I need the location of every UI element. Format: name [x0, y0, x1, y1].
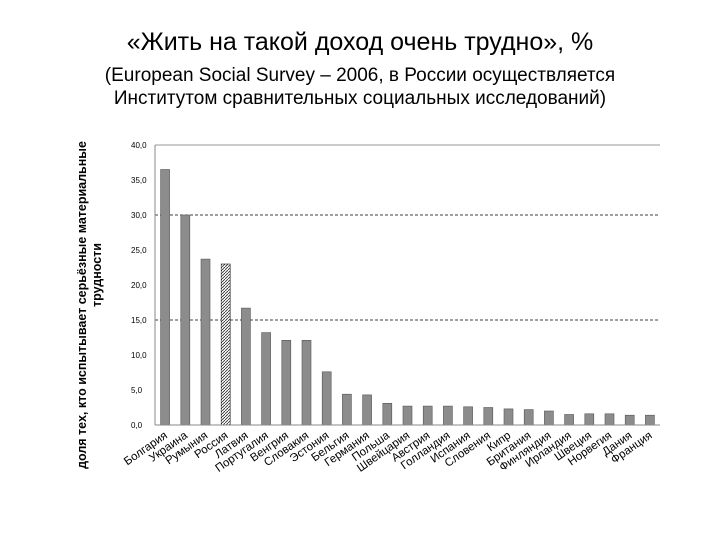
y-tick-label: 20,0 [131, 281, 147, 290]
bar-1 [180, 214, 191, 426]
y-tick-label: 0,0 [131, 421, 143, 430]
y-tick-labels: 0,0 5,0 10,0 15,0 20,0 25,0 30,0 35,0 40,0 [131, 141, 147, 430]
y-tick-label: 40,0 [131, 141, 147, 150]
bar-6 [281, 339, 292, 426]
bar-4 [241, 307, 251, 426]
y-tick-label: 35,0 [131, 176, 147, 185]
gridlines [155, 144, 660, 321]
y-tick-label: 15,0 [131, 316, 147, 325]
bar-16 [483, 407, 494, 426]
bar-10 [362, 394, 372, 426]
bar-11 [382, 402, 393, 426]
bar-13 [422, 405, 433, 426]
axes [154, 145, 660, 426]
bar-22 [604, 413, 615, 426]
bar-5 [261, 332, 271, 426]
subtitle-line-2: Институтом сравнительных социальных иссл… [113, 88, 607, 109]
y-tick-label: 5,0 [131, 386, 143, 395]
bar-3 [220, 263, 231, 426]
y-tick-label: 30,0 [131, 211, 147, 220]
bar-8 [321, 371, 332, 426]
y-axis-label-line-1: доля тех, кто испытывает серьёзные матер… [75, 141, 89, 469]
bar-19 [544, 410, 554, 426]
bar-12 [402, 405, 413, 426]
bar-18 [523, 409, 534, 426]
bar-0 [160, 169, 170, 426]
subtitle-line-1: (European Social Survey – 2006, в России… [104, 65, 616, 86]
bar-17 [503, 408, 514, 426]
bar-24 [645, 414, 655, 426]
bar-21 [584, 413, 595, 426]
bars [160, 169, 655, 426]
y-axis-label: доля тех, кто испытывает серьёзные матер… [75, 141, 104, 469]
chart-subtitle: (European Social Survey – 2006, в России… [0, 64, 720, 110]
bar-23 [624, 414, 635, 426]
chart-title: «Жить на такой доход очень трудно», % [126, 28, 594, 56]
bar-7 [301, 339, 312, 426]
bar-9 [342, 393, 352, 426]
bar-20 [564, 414, 574, 426]
bar-15 [463, 406, 473, 426]
y-axis-label-line-2: трудности [90, 243, 104, 307]
x-category-labels: БолгарияУкраинаРумынияРоссияЛатвияПортуг… [122, 429, 654, 475]
bar-14 [443, 405, 453, 426]
y-tick-label: 25,0 [131, 246, 147, 255]
bar-2 [200, 258, 211, 426]
y-tick-label: 10,0 [131, 351, 147, 360]
